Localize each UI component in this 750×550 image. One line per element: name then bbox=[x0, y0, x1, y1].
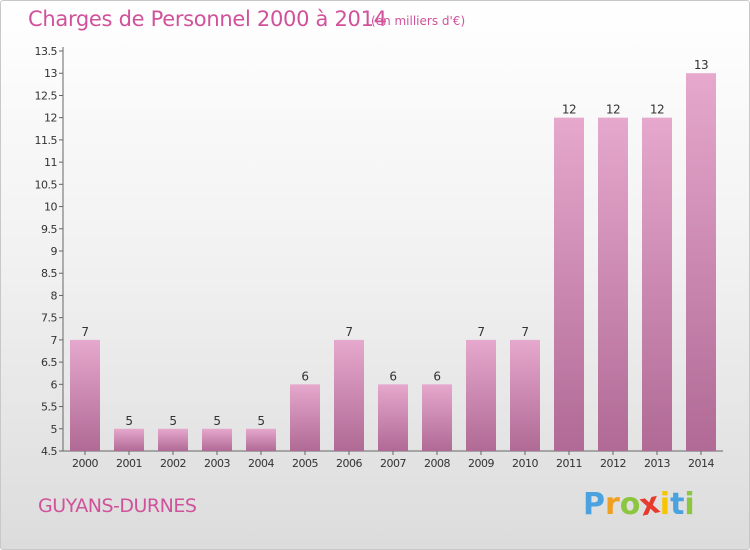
chart-title: Charges de Personnel 2000 à 2014 bbox=[28, 7, 387, 31]
data-label: 6 bbox=[389, 369, 396, 383]
logo-letter: i bbox=[659, 487, 671, 522]
logo-letter: t bbox=[670, 487, 685, 522]
bar-2011 bbox=[554, 117, 584, 452]
data-label: 5 bbox=[125, 414, 132, 428]
y-tick-label: 4.5 bbox=[41, 445, 57, 458]
y-tick-label: 10 bbox=[44, 201, 57, 214]
x-tick-label: 2010 bbox=[512, 457, 538, 470]
x-tick-label: 2008 bbox=[424, 457, 450, 470]
x-tick-label: 2011 bbox=[556, 457, 582, 470]
y-tick-label: 13 bbox=[44, 67, 57, 80]
x-tick-label: 2014 bbox=[688, 457, 714, 470]
data-label: 7 bbox=[477, 325, 484, 339]
x-tick-label: 2004 bbox=[248, 457, 274, 470]
x-axis: 2000 2001 2002 2003 2004 2005 2006 2007 2008 2009… bbox=[63, 450, 723, 470]
y-tick-label: 7.5 bbox=[41, 312, 57, 325]
data-label: 7 bbox=[345, 325, 352, 339]
y-tick-label: 8 bbox=[51, 289, 58, 302]
x-tick-label: 2001 bbox=[116, 457, 142, 470]
y-tick-label: 10.5 bbox=[35, 178, 58, 191]
data-label: 5 bbox=[169, 414, 176, 428]
y-axis: 4.5 5 5.5 6 6.5 7 7.5 8 8.5 9 9.5 10 10.5 11 11.5 12 12.… bbox=[35, 45, 64, 458]
bar-2003 bbox=[202, 428, 232, 451]
x-tick-label: 2005 bbox=[292, 457, 318, 470]
y-tick-label: 12 bbox=[44, 112, 57, 125]
y-tick-label: 13.5 bbox=[35, 45, 58, 58]
data-label: 13 bbox=[694, 58, 708, 72]
location-name: GUYANS-DURNES bbox=[38, 495, 197, 517]
bar-2010 bbox=[510, 339, 540, 451]
logo-letter: i bbox=[684, 487, 695, 522]
bar-2004 bbox=[246, 428, 276, 451]
x-tick-label: 2006 bbox=[336, 457, 362, 470]
y-tick-label: 6 bbox=[51, 378, 58, 391]
bar-2005 bbox=[290, 384, 320, 451]
proxiti-logo: Proxiti bbox=[583, 485, 695, 523]
data-label: 7 bbox=[521, 325, 528, 339]
data-label: 6 bbox=[433, 369, 440, 383]
bar-2008 bbox=[422, 384, 452, 451]
data-label: 5 bbox=[257, 414, 264, 428]
bar-2012 bbox=[598, 117, 628, 452]
bar-2009 bbox=[466, 339, 496, 451]
bar-2001 bbox=[114, 428, 144, 451]
bar-2007 bbox=[378, 384, 408, 451]
logo-letter: r bbox=[605, 487, 620, 522]
x-tick-label: 2000 bbox=[72, 457, 98, 470]
logo-letter: o bbox=[619, 487, 641, 522]
bar-2000 bbox=[70, 339, 100, 451]
bar-2014 bbox=[686, 73, 716, 451]
x-tick-label: 2012 bbox=[600, 457, 626, 470]
y-tick-label: 5.5 bbox=[41, 401, 57, 414]
data-label: 7 bbox=[81, 325, 88, 339]
data-label: 12 bbox=[562, 103, 576, 117]
data-labels: 7 5 5 5 5 6 7 6 6 7 7 12 12 12 13 bbox=[81, 58, 708, 428]
data-label: 6 bbox=[301, 369, 308, 383]
y-tick-label: 9.5 bbox=[41, 223, 57, 236]
bar-2013 bbox=[642, 117, 672, 452]
chart-subtitle: (en milliers d'€) bbox=[371, 14, 466, 28]
y-tick-label: 11.5 bbox=[35, 134, 58, 147]
x-tick-label: 2007 bbox=[380, 457, 406, 470]
logo-letter: P bbox=[583, 487, 605, 522]
bars bbox=[70, 73, 716, 452]
bar-2002 bbox=[158, 428, 188, 451]
y-tick-label: 12.5 bbox=[35, 89, 58, 102]
data-label: 5 bbox=[213, 414, 220, 428]
y-tick-label: 8.5 bbox=[41, 267, 57, 280]
data-label: 12 bbox=[606, 103, 620, 117]
data-label: 12 bbox=[650, 103, 664, 117]
bar-2006 bbox=[334, 339, 364, 451]
x-tick-label: 2002 bbox=[160, 457, 186, 470]
y-tick-label: 9 bbox=[51, 245, 58, 258]
y-tick-label: 6.5 bbox=[41, 356, 57, 369]
y-tick-label: 11 bbox=[44, 156, 57, 169]
x-tick-label: 2013 bbox=[644, 457, 670, 470]
y-tick-label: 7 bbox=[51, 334, 58, 347]
x-tick-label: 2003 bbox=[204, 457, 230, 470]
y-tick-label: 5 bbox=[51, 423, 58, 436]
x-tick-label: 2009 bbox=[468, 457, 494, 470]
